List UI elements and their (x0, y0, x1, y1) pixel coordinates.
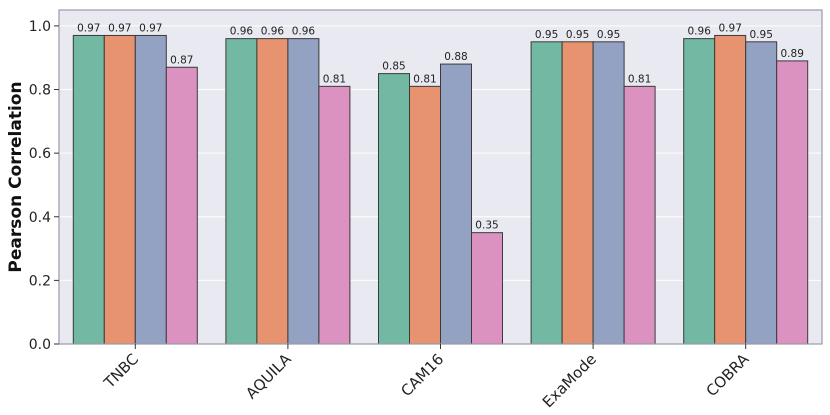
bar (776, 60, 809, 345)
value-labels: 0.97 0.97 0.97 0.87 0.96 0.96 0.96 0.81 0.85 0.81… (77, 22, 804, 231)
bar-value-label: 0.35 (475, 220, 498, 232)
x-category-label: AQUILA (242, 350, 295, 403)
x-category-label: TNBC (100, 350, 142, 392)
bar (165, 66, 198, 345)
bars (72, 34, 809, 345)
bar-value-label: 0.97 (139, 22, 162, 34)
bar-value-label: 0.97 (77, 22, 100, 34)
x-category-label: COBRA (703, 350, 753, 400)
bar (592, 41, 625, 345)
bar-value-label: 0.89 (781, 48, 804, 60)
bar (318, 85, 351, 345)
bar (561, 41, 594, 345)
y-tick-label: 0.6 (29, 146, 51, 162)
bar-value-label: 0.95 (750, 29, 773, 41)
bar-value-label: 0.95 (597, 29, 620, 41)
bar (103, 34, 136, 345)
bar (623, 85, 656, 345)
bar-value-label: 0.88 (444, 51, 467, 63)
bar (287, 38, 320, 345)
bar (225, 38, 258, 345)
y-tick-label: 1.0 (29, 19, 51, 35)
bar (471, 232, 503, 345)
y-tick-label: 0.4 (29, 210, 51, 226)
bar (745, 41, 778, 345)
bar (409, 85, 441, 345)
bar-value-label: 0.95 (535, 29, 558, 41)
y-axis-ticks: 0.0 0.2 0.4 0.6 0.8 1.0 (29, 19, 59, 353)
x-axis-ticks: TNBC AQUILA CAM16 ExaMode COBRA (100, 344, 753, 411)
bar-value-label: 0.81 (413, 73, 436, 85)
bar-value-label: 0.96 (292, 26, 316, 38)
bar-value-label: 0.97 (108, 22, 131, 34)
bar-value-label: 0.96 (688, 26, 712, 38)
bar (714, 34, 747, 345)
y-tick-label: 0.2 (29, 273, 51, 289)
bar (440, 63, 472, 345)
x-category-label: CAM16 (397, 350, 447, 400)
bar-value-label: 0.85 (382, 61, 405, 73)
y-tick-label: 0.0 (29, 337, 51, 353)
bar (134, 34, 167, 345)
bar-value-label: 0.96 (261, 26, 285, 38)
bar (683, 38, 716, 345)
bar (530, 41, 563, 345)
bar (378, 73, 410, 345)
bar-value-label: 0.81 (628, 73, 651, 85)
bar-value-label: 0.97 (719, 22, 742, 34)
bar-value-label: 0.87 (170, 54, 193, 66)
bar (256, 38, 289, 345)
y-axis-title: Pearson Correlation (6, 81, 26, 272)
bar-value-label: 0.81 (323, 73, 346, 85)
bar-value-label: 0.96 (230, 26, 254, 38)
bar-value-label: 0.95 (566, 29, 589, 41)
y-tick-label: 0.8 (29, 83, 51, 99)
bar (72, 34, 105, 345)
x-category-label: ExaMode (539, 350, 600, 411)
